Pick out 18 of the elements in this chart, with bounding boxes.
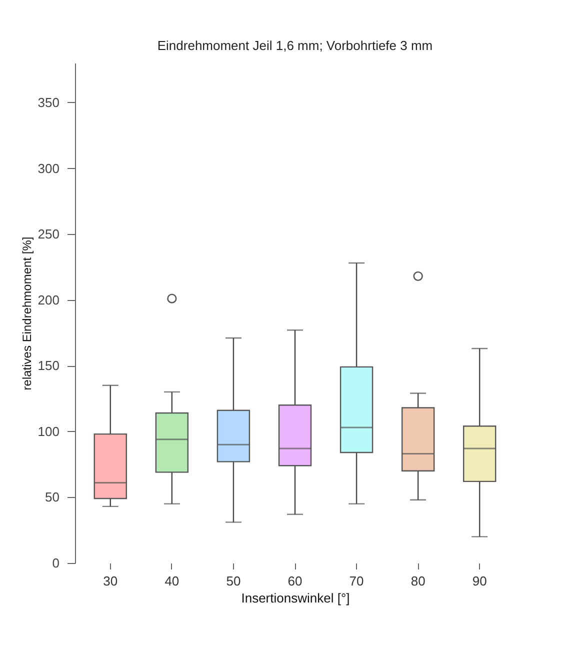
y-tick-label: 150 — [38, 358, 60, 374]
y-tick-label: 300 — [38, 160, 60, 176]
y-tick-label: 200 — [38, 292, 60, 308]
y-axis-title: relatives Eindrehmoment [%] — [20, 236, 34, 390]
y-tick-label: 0 — [52, 556, 60, 570]
y-tick-label: 350 — [38, 94, 60, 110]
x-tick-label: 70 — [349, 574, 364, 588]
x-tick-label: 50 — [226, 574, 241, 588]
y-tick-label: 250 — [38, 226, 60, 242]
x-tick-label: 80 — [410, 574, 426, 588]
x-axis-title: Insertionswinkel [°] — [241, 590, 350, 606]
x-tick-label: 40 — [164, 574, 180, 588]
x-tick-label: 60 — [288, 574, 302, 588]
y-tick-label: 100 — [38, 424, 60, 439]
chart-title: Eindrehmoment Jeil 1,6 mm; Vorbohrtiefe 3 mm — [157, 38, 433, 53]
x-tick-label: 90 — [472, 574, 487, 588]
x-tick-label: 30 — [103, 574, 118, 588]
y-tick-label: 50 — [45, 490, 60, 505]
